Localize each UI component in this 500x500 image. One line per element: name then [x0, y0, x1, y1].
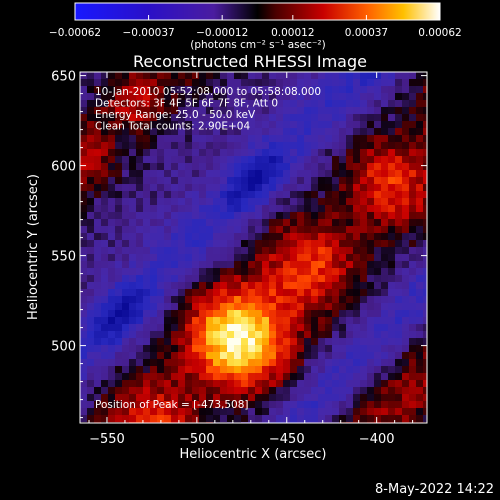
chart-title: Reconstructed RHESSI Image — [133, 52, 367, 71]
colorbar-tick-label: −0.00012 — [196, 27, 248, 39]
colorbar — [74, 2, 441, 21]
annotation-line: Clean Total counts: 2.90E+04 — [95, 121, 250, 133]
y-tick-label: 550 — [51, 250, 76, 265]
colorbar-tick-label: 0.00012 — [271, 27, 314, 39]
heatmap-image — [80, 72, 427, 423]
colorbar-units-label: (photons cm⁻² s⁻¹ asec⁻²) — [190, 39, 325, 51]
colorbar-tick-label: 0.00037 — [345, 27, 388, 39]
y-axis-label: Heliocentric Y (arcsec) — [26, 174, 41, 320]
x-tick-label: −500 — [179, 432, 215, 447]
axis-ticks: −550 −500 −450 −400 500 550 600 650 — [51, 70, 427, 447]
colorbar-ticks: −0.00062 −0.00037 −0.00012 0.00012 0.00037 0.… — [49, 15, 462, 39]
y-tick-label: 650 — [51, 70, 76, 85]
y-tick-label: 500 — [51, 340, 76, 355]
y-tick-label: 600 — [51, 160, 76, 175]
annotation-line: Detectors: 3F 4F 5F 6F 7F 8F, Att 0 — [95, 98, 278, 110]
annotation-block: 10-Jan-2010 05:52:08.000 to 05:58:08.000… — [95, 86, 321, 411]
annotation-line: 10-Jan-2010 05:52:08.000 to 05:58:08.000 — [95, 86, 321, 98]
plot-frame — [79, 71, 428, 424]
x-tick-label: −450 — [269, 432, 305, 447]
peak-position-label: Position of Peak = [-473,508] — [95, 399, 249, 411]
annotation-line: Energy Range: 25.0 - 50.0 keV — [95, 109, 256, 121]
x-tick-label: −550 — [89, 432, 125, 447]
colorbar-tick-label: −0.00062 — [49, 27, 101, 39]
x-tick-label: −400 — [359, 432, 395, 447]
timestamp: 8-May-2022 14:22 — [375, 482, 494, 497]
colorbar-tick-label: −0.00037 — [122, 27, 174, 39]
x-axis-label: Heliocentric X (arcsec) — [180, 447, 327, 462]
colorbar-tick-label: 0.00062 — [418, 27, 461, 39]
